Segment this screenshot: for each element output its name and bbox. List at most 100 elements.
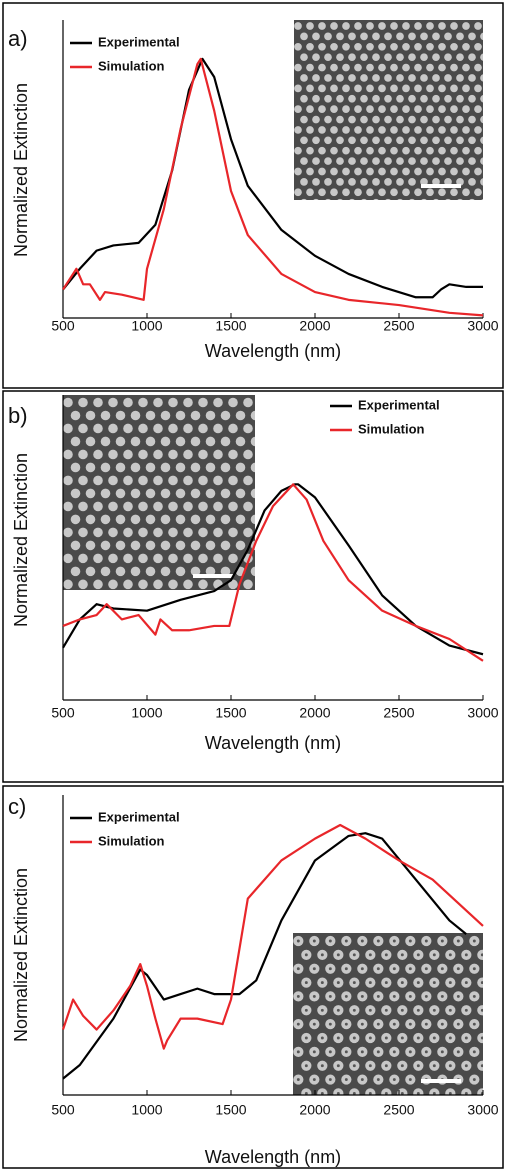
particle: [408, 74, 416, 82]
particle: [360, 74, 368, 82]
particle: [378, 126, 386, 134]
particle-hole: [337, 1064, 340, 1067]
particle: [390, 105, 398, 113]
particle: [402, 105, 410, 113]
particle: [294, 64, 302, 72]
particle-hole: [313, 1023, 316, 1026]
particle-hole: [441, 1106, 444, 1109]
particle: [342, 64, 350, 72]
particle: [146, 515, 156, 525]
particle: [312, 199, 320, 207]
particle: [108, 450, 118, 460]
particle: [324, 157, 332, 165]
particle-hole: [377, 940, 380, 943]
particle: [236, 489, 246, 499]
y-axis-title: Normalized Extinction: [11, 83, 31, 257]
particle-hole: [297, 1023, 300, 1026]
particle: [108, 398, 118, 408]
particle: [294, 126, 302, 134]
y-axis-title: Normalized Extinction: [11, 868, 31, 1042]
particle-hole: [361, 1106, 364, 1109]
particle: [213, 424, 223, 434]
particle-hole: [313, 995, 316, 998]
particle: [161, 437, 171, 447]
legend-label: Experimental: [98, 809, 180, 824]
particle: [414, 43, 422, 51]
particle-hole: [425, 1023, 428, 1026]
particle: [456, 95, 464, 103]
particle-hole: [305, 981, 308, 984]
particle: [438, 126, 446, 134]
particle-hole: [473, 995, 476, 998]
sem-inset: [293, 933, 503, 1112]
particle: [146, 463, 156, 473]
particle: [161, 593, 171, 603]
particle: [153, 528, 163, 538]
particle: [146, 437, 156, 447]
particle: [168, 476, 178, 486]
particle: [324, 136, 332, 144]
particle: [354, 126, 362, 134]
particle: [294, 43, 302, 51]
particle: [450, 147, 458, 155]
particle: [123, 424, 133, 434]
x-tick-label: 2000: [299, 318, 330, 334]
particle: [146, 593, 156, 603]
particle: [63, 554, 73, 564]
particle: [402, 85, 410, 93]
particle: [426, 105, 434, 113]
particle: [420, 53, 428, 61]
particle: [341, 1102, 351, 1112]
particle: [336, 33, 344, 41]
particle: [450, 22, 458, 30]
particle: [480, 136, 488, 144]
particle: [486, 105, 494, 113]
particle: [300, 95, 308, 103]
particle-hole: [497, 1092, 500, 1095]
particle: [348, 53, 356, 61]
particle: [336, 74, 344, 82]
particle: [414, 105, 422, 113]
particle: [116, 463, 126, 473]
particle: [438, 147, 446, 155]
particle: [213, 528, 223, 538]
particle-hole: [337, 953, 340, 956]
particle: [221, 515, 231, 525]
particle-hole: [489, 1078, 492, 1081]
particle: [426, 168, 434, 176]
particle: [414, 188, 422, 196]
particle-hole: [369, 1037, 372, 1040]
particle: [228, 398, 238, 408]
particle: [420, 199, 428, 207]
particle-hole: [457, 967, 460, 970]
particle: [198, 580, 208, 590]
particle-hole: [449, 981, 452, 984]
particle: [131, 463, 141, 473]
particle-hole: [297, 1078, 300, 1081]
particle: [348, 95, 356, 103]
particle: [396, 53, 404, 61]
particle-hole: [497, 981, 500, 984]
particle: [468, 157, 476, 165]
particle: [312, 178, 320, 186]
particle: [131, 411, 141, 421]
particle: [426, 126, 434, 134]
particle: [168, 398, 178, 408]
particle-hole: [297, 967, 300, 970]
particle: [108, 502, 118, 512]
particle: [390, 22, 398, 30]
particle: [183, 580, 193, 590]
particle: [101, 515, 111, 525]
particle: [456, 33, 464, 41]
x-tick-label: 500: [51, 318, 75, 334]
particle: [373, 1102, 383, 1112]
particle: [198, 450, 208, 460]
particle: [402, 147, 410, 155]
particle-hole: [369, 953, 372, 956]
particle: [390, 168, 398, 176]
particle: [408, 95, 416, 103]
particle: [123, 398, 133, 408]
particle: [342, 188, 350, 196]
particle-hole: [441, 1023, 444, 1026]
particle-hole: [457, 940, 460, 943]
